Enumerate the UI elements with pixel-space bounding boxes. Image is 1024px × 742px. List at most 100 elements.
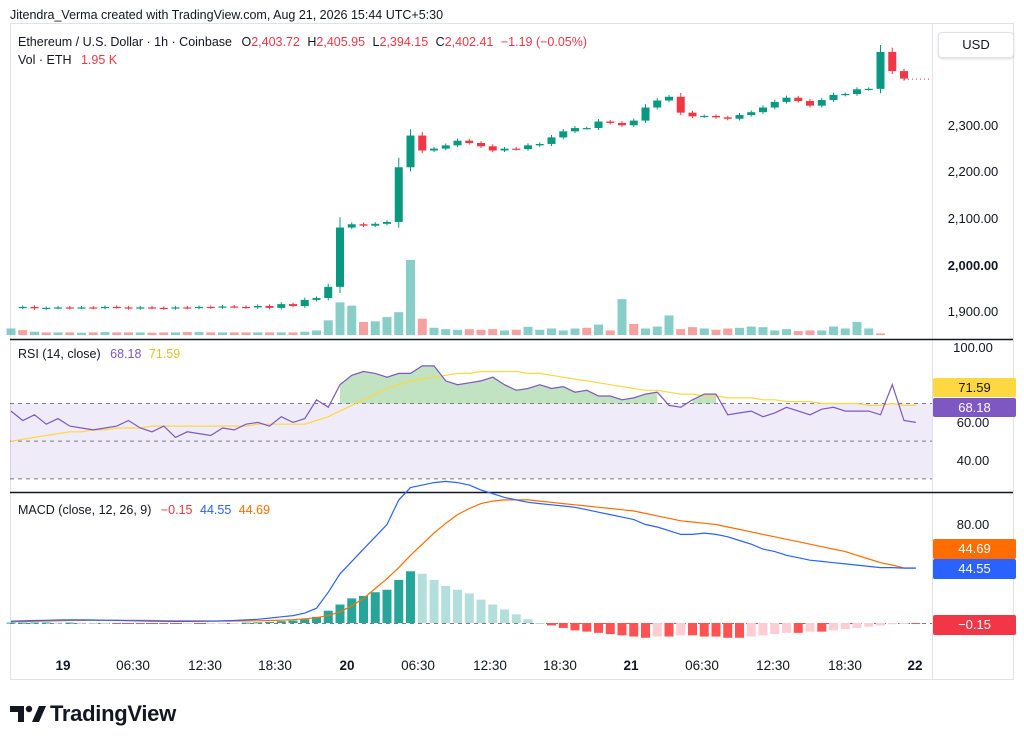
symbol-title[interactable]: Ethereum / U.S. Dollar · 1h · Coinbase [18,35,232,49]
candle-body [89,307,98,309]
volume-bar [18,330,28,335]
volume-bar [182,332,192,335]
macd-histogram-bar [605,623,615,635]
volume-bar [135,332,145,335]
macd-histogram-bar [511,614,521,623]
volume-bar [711,329,721,335]
low-label: L [372,35,380,49]
candle-body [453,140,462,146]
macd-histogram-bar [723,623,733,638]
macd-signal-badge: 44.69 [933,539,1016,559]
candle-body [77,307,86,309]
candle-body [618,122,626,126]
volume-bar [582,327,592,335]
candle-body [665,96,673,101]
volume-bar [53,332,63,335]
macd-histogram-bar [676,623,686,636]
price-change: −1.19 (−0.05%) [500,35,588,49]
volume-bar [664,315,674,335]
volume-bar [840,328,850,335]
candle-body [324,286,333,299]
macd-histogram-bar [817,623,827,632]
macd-line [10,480,916,622]
macd-histogram-bar [406,571,415,623]
macd-histogram-bar [805,623,815,632]
volume-bar [652,326,662,335]
chart-frame [10,23,1014,680]
candle-body [195,306,203,309]
volume-bar [6,328,16,335]
time-tick: 12:30 [473,658,507,673]
candle-body [430,148,438,151]
rsi-title[interactable]: RSI (14, close) [18,347,101,361]
candle-body [312,298,321,300]
volume-label[interactable]: Vol · ETH [18,53,72,67]
candle-body [606,121,615,123]
low-value: 2,394.15 [379,35,429,49]
macd-histogram-bar [265,622,274,624]
candle-body [829,94,838,101]
candle-body [371,223,380,226]
volume-bar [359,321,368,335]
macd-histogram-bar [429,579,439,623]
candle-body [112,306,121,309]
candle-body [641,107,650,121]
volume-bar [688,327,697,335]
high-value: 2,405.95 [316,35,366,49]
tradingview-logo: TradingView [10,700,176,728]
macd-title[interactable]: MACD (close, 12, 26, 9) [18,503,152,517]
volume-bar [641,328,650,335]
candle-body [336,227,344,287]
macd-histogram-bar [253,622,263,624]
time-tick: 18:30 [828,658,862,673]
macd-histogram-bar [229,623,239,624]
volume-bar [276,332,286,335]
price-tick: 2,000.00 [947,258,999,273]
volume-legend: Vol · ETH 1.95 K [18,53,117,67]
macd-histogram-bar [829,623,838,631]
time-tick: 19 [55,658,71,673]
volume-bar [88,332,98,335]
volume-bar [488,329,498,335]
macd-line-value: 44.55 [200,503,232,517]
macd-histogram-bar [171,623,180,624]
volume-bar [100,332,110,335]
open-value: 2,403.72 [251,35,300,49]
volume-badge: 1.95 K [955,318,994,333]
macd-histogram-bar [664,623,674,637]
candle-body [853,89,861,94]
volume-bar [147,332,157,335]
rsi-badge: 68.18 [933,398,1016,417]
volume-bar [30,331,39,335]
candle-body [676,96,685,113]
candle-body [136,307,145,309]
volume-bar [829,326,838,335]
time-tick: 22 [907,658,923,673]
volume-bar [171,332,180,335]
macd-histogram-bar [570,623,580,631]
volume-bar [558,330,568,335]
candle-body [653,100,662,108]
candle-body [159,307,168,310]
close-label: C [435,35,445,49]
macd-histogram-bar [135,623,145,624]
candle-body [500,148,509,151]
macd-histogram-bar [417,573,427,623]
macd-histogram-bar [206,623,216,624]
candle-body [900,71,908,79]
currency-button[interactable]: USD [938,32,1014,58]
candle-body [512,148,521,150]
macd-histogram-bar [323,610,333,623]
candle-body [488,146,497,151]
candle-body [347,224,356,228]
time-tick: 20 [339,658,355,673]
volume-bar [312,330,321,335]
countdown-badge: 45:46 [958,87,991,102]
brand-name: TradingView [50,701,176,726]
volume-bar [605,330,615,335]
volume-bar [523,326,533,335]
candle-body [30,306,39,309]
last-price-badge: 2,402.41 [947,70,1002,86]
candle-body [582,128,591,130]
